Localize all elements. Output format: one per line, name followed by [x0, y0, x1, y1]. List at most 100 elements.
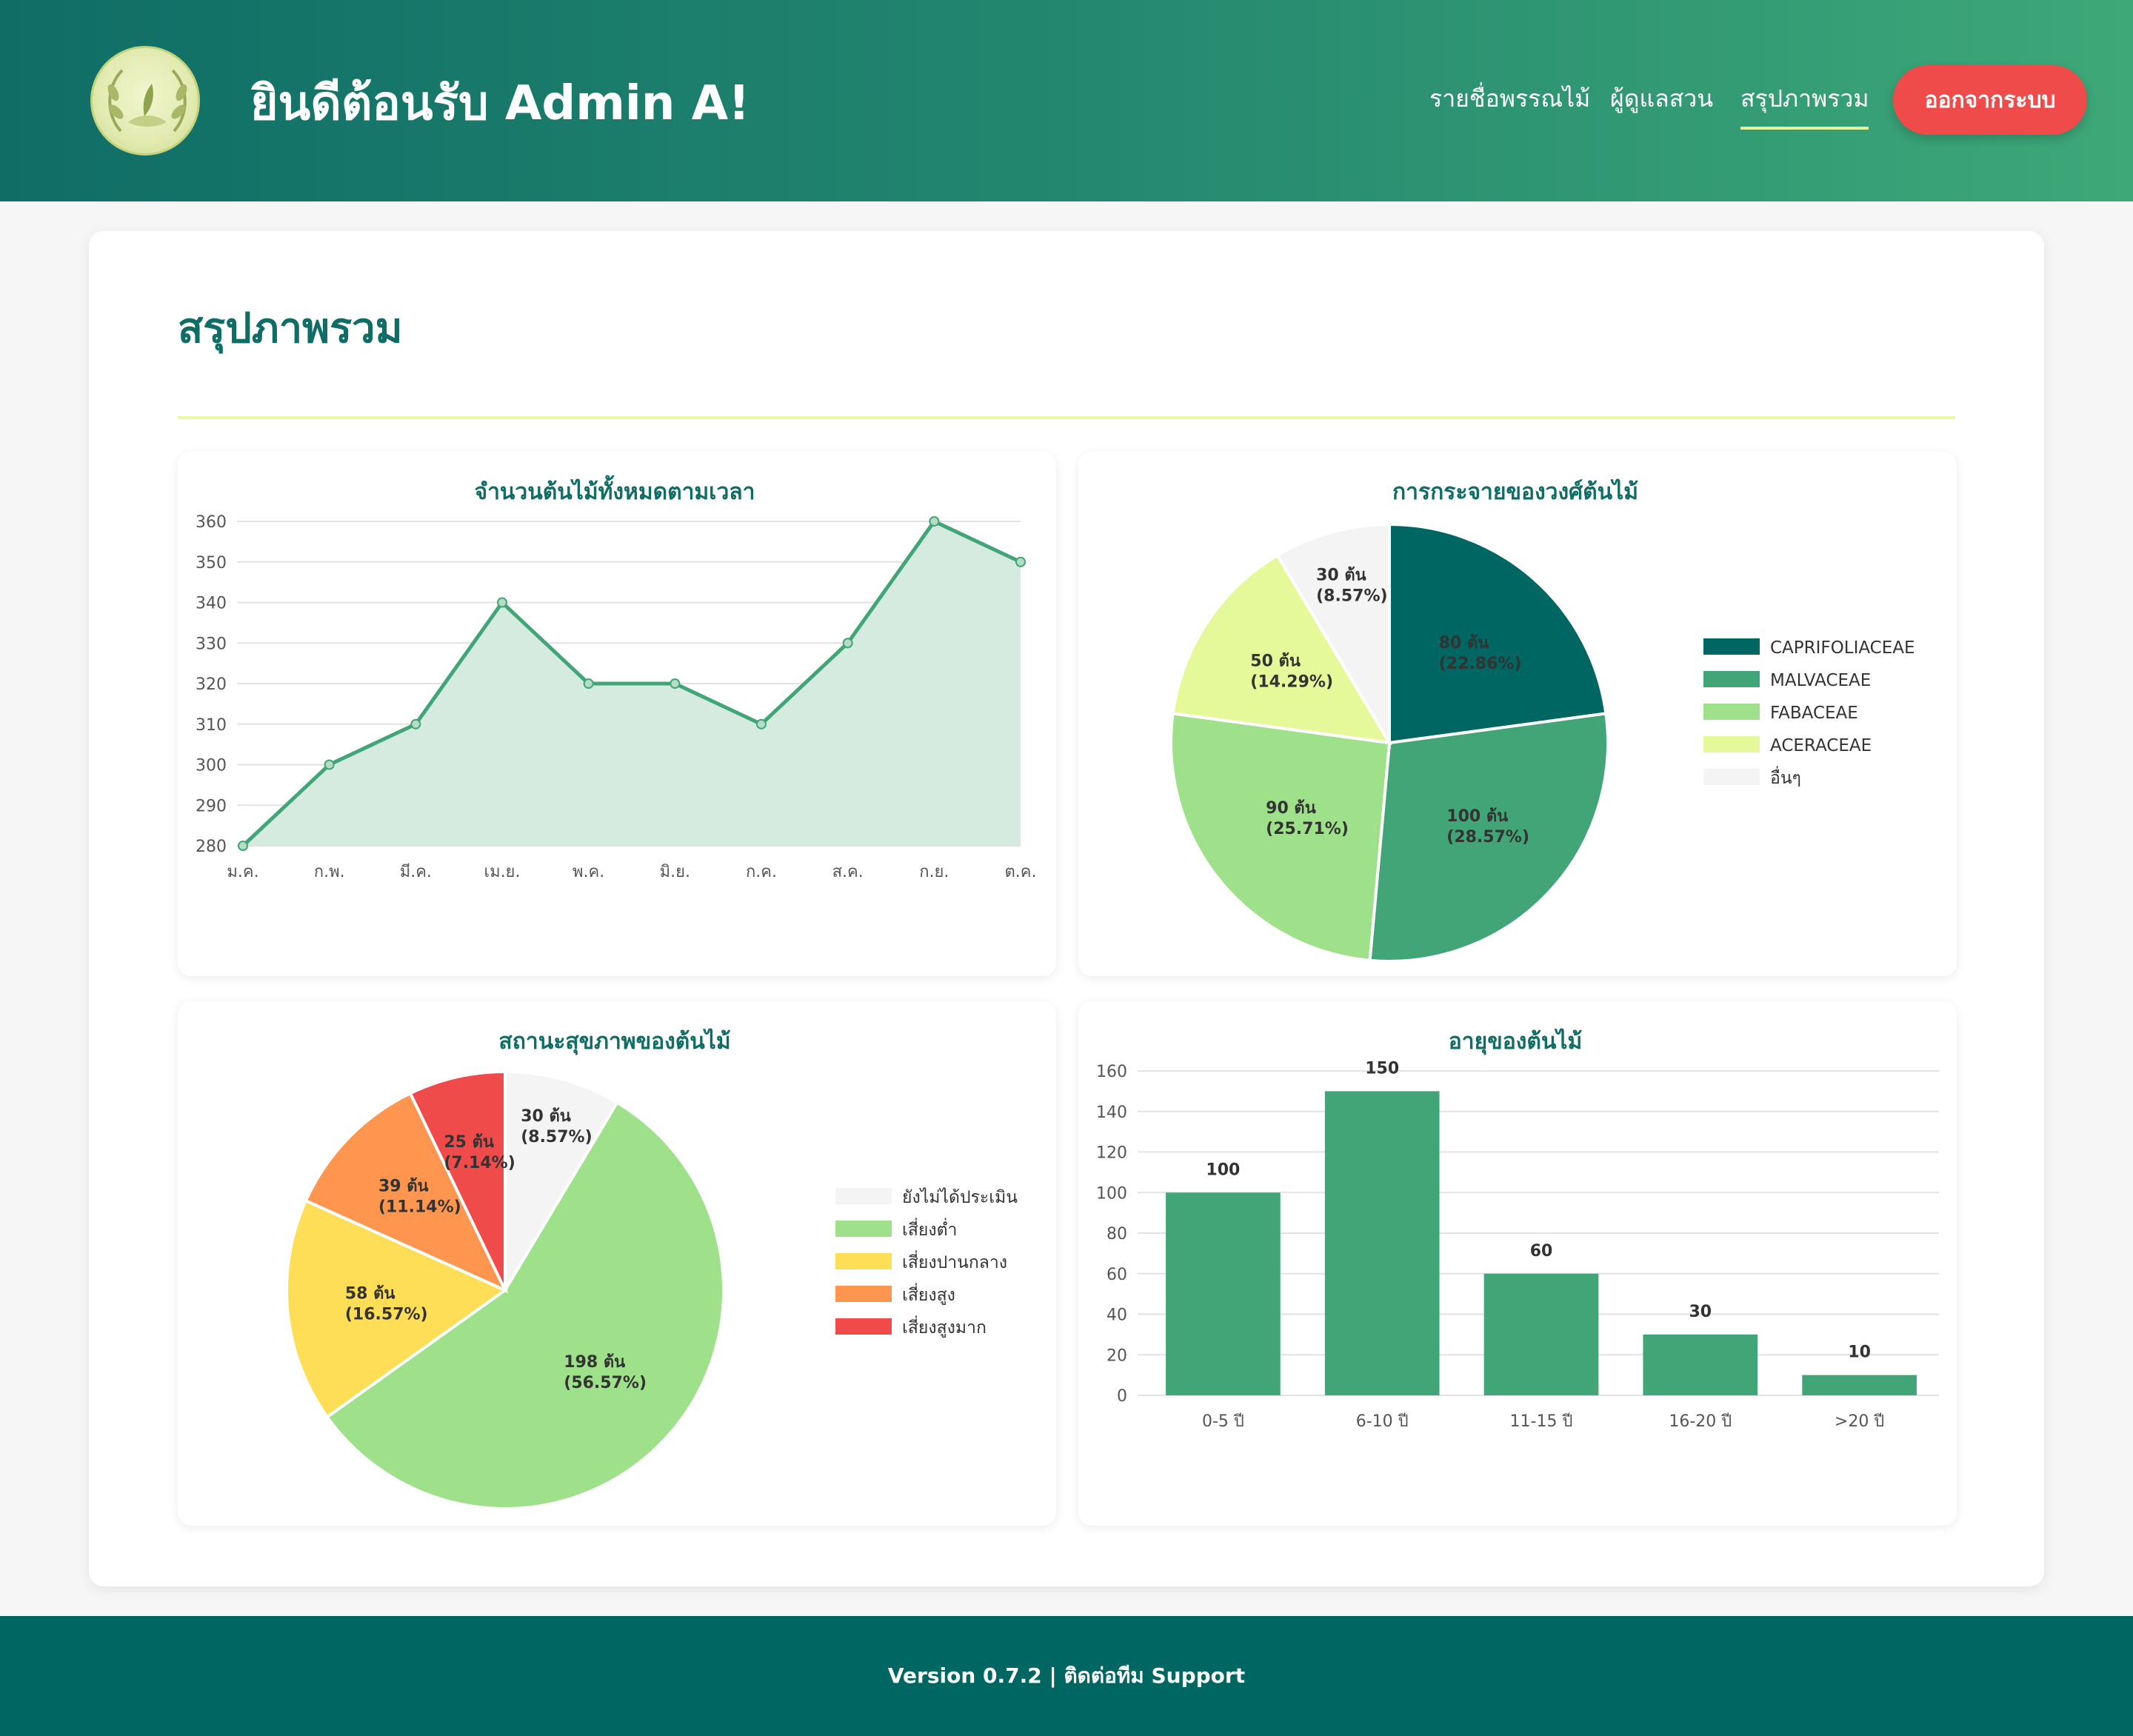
- pie-slice: [304, 1091, 509, 1294]
- legend-swatch: [1703, 704, 1760, 720]
- legend-swatch: [1703, 671, 1760, 687]
- y-tick-label: 340: [196, 595, 227, 613]
- y-tick-label: 160: [1096, 1063, 1127, 1081]
- pie-slice: [1169, 712, 1392, 962]
- legend-swatch: [1703, 638, 1760, 655]
- welcome-title: ยินดีต้อนรับ Admin A!: [250, 76, 750, 131]
- pie-slice: [1368, 712, 1609, 963]
- legend-swatch: [835, 1221, 892, 1237]
- y-tick-label: 360: [196, 513, 227, 532]
- legend-swatch: [835, 1286, 892, 1302]
- x-tick-label: ต.ค.: [1005, 863, 1037, 881]
- chart-title: สถานะสุขภาพของต้นไม้: [498, 1028, 730, 1055]
- legend-swatch: [835, 1188, 892, 1204]
- y-tick-label: 60: [1106, 1266, 1127, 1284]
- legend-label: เสี่ยงปานกลาง: [902, 1250, 1007, 1272]
- bar: [1324, 1091, 1440, 1395]
- slice-label: 80 ต้น(22.86%): [1439, 634, 1522, 673]
- x-tick-label: มี.ค.: [400, 863, 432, 881]
- x-tick-label: ก.ค.: [746, 863, 777, 881]
- data-point: [756, 718, 767, 730]
- data-point: [410, 718, 421, 730]
- bar: [1643, 1334, 1758, 1395]
- y-tick-label: 320: [196, 675, 227, 694]
- nav-overview[interactable]: สรุปภาพรวม: [1740, 80, 1869, 130]
- slice-label: 30 ต้น(8.57%): [521, 1107, 592, 1146]
- bar-value-label: 10: [1848, 1343, 1871, 1362]
- pie-slice: [285, 1198, 509, 1420]
- chart-panel-family-distribution: การกระจายของวงศ์ต้นไม้ 80 ต้น(22.86%) 100 …: [1078, 452, 1957, 976]
- slice-label: 50 ต้น(14.29%): [1250, 652, 1333, 691]
- legend-label: FABACEAE: [1770, 704, 1858, 723]
- age-bar-chart: อายุของต้นไม้ 0 20 40 60 80 100 120 140 160 100 0-5…: [1096, 1028, 1939, 1431]
- title-divider: [178, 416, 1955, 419]
- pie-slice: [325, 1101, 725, 1510]
- y-tick-label: 140: [1096, 1104, 1127, 1122]
- y-tick-label: 290: [196, 797, 227, 815]
- slice-label: 25 ต้น(7.14%): [444, 1133, 515, 1172]
- legend-label: ยังไม่ได้ประเมิน: [902, 1187, 1018, 1207]
- y-tick-label: 300: [196, 757, 227, 775]
- chart-title: การกระจายของวงศ์ต้นไม้: [1392, 478, 1638, 505]
- chart-panel-trees-over-time: จำนวนต้นไม้ทั้งหมดตามเวลา 280 290 300 310 320…: [178, 452, 1056, 976]
- slice-label: 30 ต้น(8.57%): [1316, 567, 1387, 606]
- nav-gardeners[interactable]: ผู้ดูแลสวน: [1610, 84, 1714, 113]
- x-tick-label: 6-10 ปี: [1356, 1412, 1409, 1431]
- bar-value-label: 100: [1206, 1161, 1240, 1179]
- legend-label: เสี่ยงสูงมาก: [902, 1315, 987, 1338]
- y-tick-label: 120: [1096, 1144, 1127, 1163]
- health-pie-chart: สถานะสุขภาพของต้นไม้ 30 ต้น(8.57%) 198 ต้น…: [285, 1028, 1018, 1510]
- x-tick-label: 0-5 ปี: [1202, 1412, 1244, 1431]
- chart-title: จำนวนต้นไม้ทั้งหมดตามเวลา: [474, 475, 755, 505]
- legend-label: CAPRIFOLIACEAE: [1770, 638, 1915, 658]
- nav-plant-list[interactable]: รายชื่อพรรณไม้: [1429, 84, 1591, 113]
- data-point: [670, 678, 681, 689]
- series-line: [241, 518, 1022, 847]
- bar: [1166, 1192, 1281, 1395]
- y-tick-label: 0: [1117, 1387, 1127, 1406]
- y-tick-label: 350: [196, 554, 227, 572]
- slice-label: 39 ต้น(11.14%): [378, 1177, 461, 1216]
- data-point: [1015, 556, 1026, 567]
- chart-panel-health-status: สถานะสุขภาพของต้นไม้ 30 ต้น(8.57%) 198 ต้น…: [178, 1001, 1056, 1526]
- bar-value-label: 150: [1365, 1059, 1399, 1078]
- legend-swatch: [1703, 736, 1760, 752]
- x-tick-label: มิ.ย.: [660, 863, 690, 881]
- slice-label: 90 ต้น(25.71%): [1266, 799, 1349, 838]
- top-header: ยินดีต้อนรับ Admin A! รายชื่อพรรณไม้ ผู้…: [0, 0, 2133, 201]
- x-tick-label: ม.ค.: [227, 863, 258, 881]
- y-tick-label: 280: [196, 838, 227, 856]
- data-point: [497, 597, 507, 608]
- x-tick-label: 16-20 ปี: [1669, 1412, 1732, 1431]
- pie-slice: [1275, 522, 1391, 749]
- slice-label: 100 ต้น(28.57%): [1446, 807, 1529, 847]
- data-point: [324, 759, 335, 770]
- y-tick-label: 330: [196, 635, 227, 653]
- y-tick-label: 310: [196, 716, 227, 735]
- footer: Version 0.7.2 | ติดต่อทีม Support: [0, 1616, 2133, 1736]
- pie-slice: [1388, 522, 1608, 745]
- x-tick-label: พ.ค.: [573, 863, 604, 881]
- chart-title: อายุของต้นไม้: [1449, 1028, 1582, 1055]
- slice-label: 58 ต้น(16.57%): [345, 1284, 428, 1323]
- pie-slice: [504, 1069, 620, 1296]
- data-point: [929, 516, 940, 527]
- x-tick-label: ก.พ.: [314, 863, 345, 881]
- logout-button[interactable]: ออกจากระบบ: [1893, 65, 2087, 135]
- y-tick-label: 80: [1106, 1225, 1127, 1243]
- x-tick-label: ส.ค.: [832, 863, 864, 881]
- y-tick-label: 100: [1096, 1184, 1127, 1203]
- bar: [1802, 1375, 1917, 1395]
- legend-swatch: [835, 1253, 892, 1269]
- footer-text: Version 0.7.2 | ติดต่อทีม Support: [887, 1663, 1246, 1688]
- slice-label: 198 ต้น(56.57%): [564, 1353, 647, 1392]
- y-tick-label: 20: [1106, 1346, 1127, 1365]
- page-title: สรุปภาพรวม: [178, 304, 403, 353]
- pie-slice: [1171, 553, 1392, 745]
- data-point: [238, 841, 248, 851]
- legend-label: เสี่ยงสูง: [902, 1283, 955, 1305]
- legend-label: MALVACEAE: [1770, 671, 1871, 690]
- pie-slice: [408, 1069, 507, 1291]
- data-point: [583, 678, 594, 689]
- x-tick-label: >20 ปี: [1835, 1412, 1884, 1431]
